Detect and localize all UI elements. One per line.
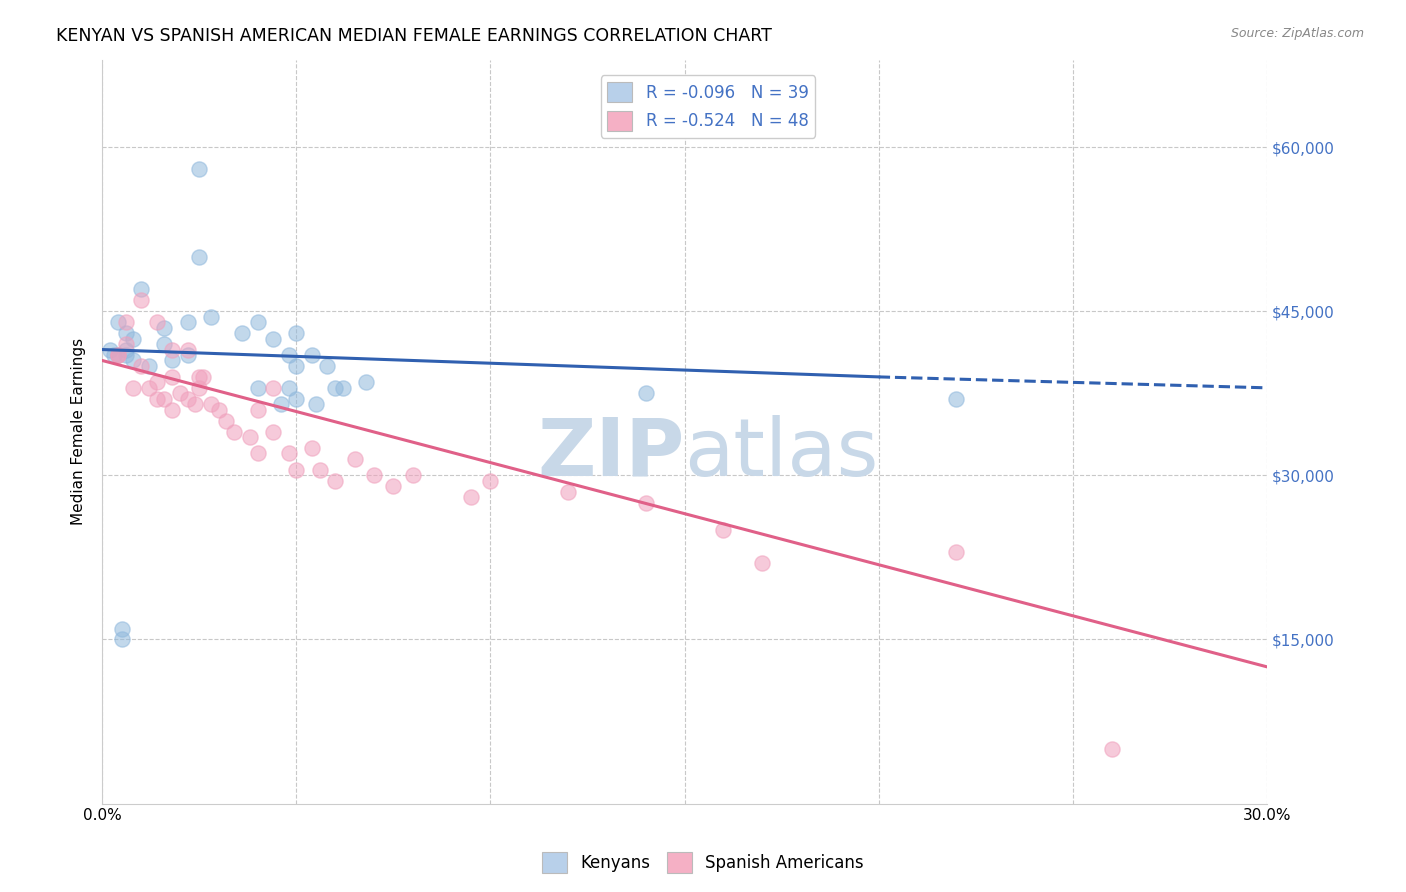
Point	[270, 397, 292, 411]
Point	[285, 326, 308, 340]
Point	[231, 326, 253, 340]
Legend: Kenyans, Spanish Americans: Kenyans, Spanish Americans	[536, 846, 870, 880]
Point	[176, 343, 198, 357]
Point	[107, 348, 129, 362]
Point	[191, 370, 214, 384]
Point	[246, 446, 269, 460]
Point	[114, 343, 136, 357]
Point	[945, 545, 967, 559]
Point	[160, 343, 183, 357]
Point	[114, 348, 136, 362]
Point	[122, 381, 145, 395]
Point	[215, 414, 238, 428]
Point	[246, 315, 269, 329]
Point	[98, 343, 121, 357]
Text: KENYAN VS SPANISH AMERICAN MEDIAN FEMALE EARNINGS CORRELATION CHART: KENYAN VS SPANISH AMERICAN MEDIAN FEMALE…	[56, 27, 772, 45]
Point	[363, 468, 385, 483]
Point	[634, 496, 657, 510]
Point	[145, 376, 167, 390]
Point	[402, 468, 425, 483]
Point	[239, 430, 262, 444]
Point	[114, 315, 136, 329]
Point	[285, 359, 308, 373]
Point	[316, 359, 339, 373]
Point	[200, 397, 222, 411]
Point	[114, 337, 136, 351]
Point	[107, 348, 129, 362]
Point	[184, 397, 207, 411]
Point	[176, 348, 198, 362]
Point	[145, 315, 167, 329]
Point	[129, 293, 152, 308]
Point	[262, 425, 284, 439]
Legend: R = -0.096   N = 39, R = -0.524   N = 48: R = -0.096 N = 39, R = -0.524 N = 48	[600, 75, 815, 137]
Point	[301, 348, 323, 362]
Point	[138, 359, 160, 373]
Point	[332, 381, 354, 395]
Point	[301, 441, 323, 455]
Point	[713, 523, 735, 537]
Point	[160, 353, 183, 368]
Point	[153, 337, 176, 351]
Point	[277, 446, 299, 460]
Point	[262, 332, 284, 346]
Point	[246, 381, 269, 395]
Text: ZIP: ZIP	[537, 415, 685, 493]
Point	[153, 392, 176, 406]
Point	[107, 348, 129, 362]
Point	[246, 402, 269, 417]
Point	[103, 348, 125, 362]
Point	[479, 474, 502, 488]
Point	[285, 463, 308, 477]
Point	[188, 161, 211, 176]
Point	[160, 402, 183, 417]
Point	[129, 359, 152, 373]
Point	[285, 392, 308, 406]
Point	[129, 282, 152, 296]
Point	[145, 392, 167, 406]
Point	[1101, 742, 1123, 756]
Point	[262, 381, 284, 395]
Point	[557, 484, 579, 499]
Point	[111, 632, 134, 647]
Point	[343, 452, 366, 467]
Point	[323, 381, 346, 395]
Point	[176, 392, 198, 406]
Point	[114, 326, 136, 340]
Point	[160, 370, 183, 384]
Point	[751, 556, 773, 570]
Point	[277, 381, 299, 395]
Point	[382, 479, 405, 493]
Point	[188, 381, 211, 395]
Point	[188, 370, 211, 384]
Text: atlas: atlas	[685, 415, 879, 493]
Point	[169, 386, 191, 401]
Point	[224, 425, 246, 439]
Point	[208, 402, 231, 417]
Text: Source: ZipAtlas.com: Source: ZipAtlas.com	[1230, 27, 1364, 40]
Point	[945, 392, 967, 406]
Point	[308, 463, 330, 477]
Point	[122, 353, 145, 368]
Point	[188, 250, 211, 264]
Point	[305, 397, 328, 411]
Point	[107, 315, 129, 329]
Point	[634, 386, 657, 401]
Point	[122, 332, 145, 346]
Point	[323, 474, 346, 488]
Point	[200, 310, 222, 324]
Point	[153, 320, 176, 334]
Y-axis label: Median Female Earnings: Median Female Earnings	[72, 338, 86, 525]
Point	[277, 348, 299, 362]
Point	[138, 381, 160, 395]
Point	[354, 376, 377, 390]
Point	[176, 315, 198, 329]
Point	[460, 490, 482, 504]
Point	[111, 622, 134, 636]
